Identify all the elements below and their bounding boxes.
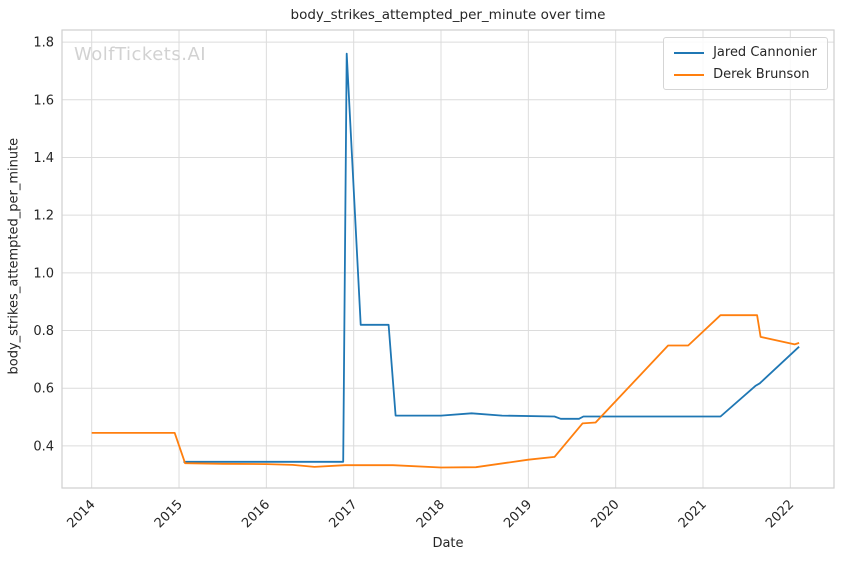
legend-item-derek-brunson: Derek Brunson (674, 67, 817, 82)
svg-text:2015: 2015 (152, 497, 186, 531)
legend-item-jared-cannonier: Jared Cannonier (674, 45, 817, 60)
svg-text:2016: 2016 (239, 497, 273, 531)
svg-text:1.0: 1.0 (33, 266, 54, 281)
y-axis-label: body_strikes_attempted_per_minute (6, 137, 22, 375)
svg-text:0.4: 0.4 (33, 439, 54, 454)
x-axis-label: Date (432, 536, 464, 551)
svg-text:0.6: 0.6 (33, 382, 54, 397)
svg-text:1.8: 1.8 (33, 36, 54, 51)
svg-text:1.2: 1.2 (33, 209, 54, 224)
legend-label: Jared Cannonier (713, 45, 817, 60)
svg-text:1.4: 1.4 (33, 151, 54, 166)
legend-line-swatch-orange (674, 73, 705, 76)
svg-text:2022: 2022 (763, 497, 797, 531)
svg-text:2018: 2018 (414, 497, 448, 531)
svg-text:1.6: 1.6 (33, 93, 54, 108)
chart-title: body_strikes_attempted_per_minute over t… (290, 7, 606, 23)
svg-text:2017: 2017 (327, 497, 361, 531)
watermark: WolfTickets.AI (74, 44, 207, 65)
legend-label: Derek Brunson (713, 67, 810, 82)
svg-text:2021: 2021 (676, 497, 710, 531)
svg-text:2014: 2014 (65, 497, 99, 531)
svg-text:2019: 2019 (501, 497, 535, 531)
legend: Jared Cannonier Derek Brunson (663, 37, 828, 90)
svg-text:0.8: 0.8 (33, 324, 54, 339)
legend-line-swatch-blue (674, 51, 705, 54)
svg-text:2020: 2020 (588, 497, 622, 531)
